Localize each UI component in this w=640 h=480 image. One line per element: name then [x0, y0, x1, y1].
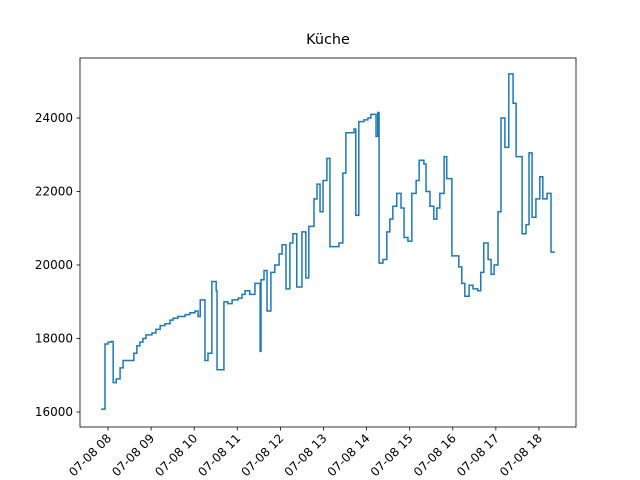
x-tick-label: 07-08 16: [411, 431, 459, 479]
x-tick-label: 07-08 15: [368, 431, 416, 479]
x-tick-label: 07-08 08: [66, 431, 114, 479]
x-tick-label: 07-08 09: [109, 431, 157, 479]
y-tick-label: 22000: [35, 185, 73, 199]
plot-frame: [79, 57, 577, 428]
x-tick-label: 07-08 14: [325, 431, 373, 479]
y-tick-label: 16000: [35, 405, 73, 419]
x-tick-label: 07-08 18: [497, 431, 545, 479]
x-tick-label: 07-08 17: [454, 431, 502, 479]
y-tick-label: 18000: [35, 332, 73, 346]
x-tick-label: 07-08 13: [282, 431, 330, 479]
x-tick-label: 07-08 10: [152, 431, 200, 479]
x-tick-label: 07-08 12: [238, 431, 286, 479]
x-tick-label: 07-08 11: [195, 431, 243, 479]
y-tick-label: 24000: [35, 111, 73, 125]
y-tick-label: 20000: [35, 258, 73, 272]
chart-title: Küche: [306, 32, 350, 48]
data-line: [101, 73, 555, 410]
